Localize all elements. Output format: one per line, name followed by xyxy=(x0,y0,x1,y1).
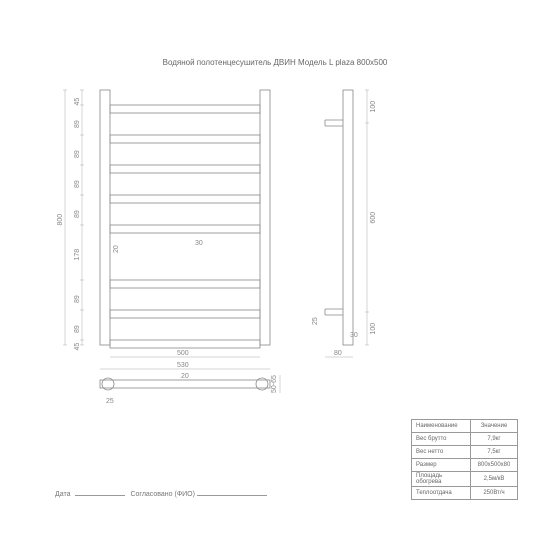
svg-text:89: 89 xyxy=(74,120,81,128)
table-header: Значение xyxy=(471,420,518,433)
svg-text:800: 800 xyxy=(57,214,64,226)
svg-text:30: 30 xyxy=(350,332,358,339)
svg-text:20: 20 xyxy=(181,373,189,380)
table-row: Размер800x500x80 xyxy=(412,459,518,472)
svg-text:45: 45 xyxy=(74,98,81,106)
svg-text:89: 89 xyxy=(74,150,81,158)
svg-text:25: 25 xyxy=(106,398,114,405)
table-row: Площадь обогрева2,5м/кВ xyxy=(412,472,518,487)
svg-text:25: 25 xyxy=(312,317,319,325)
svg-text:30: 30 xyxy=(195,240,203,247)
spec-table: НаименованиеЗначениеВес брутто7,9кгВес н… xyxy=(411,419,518,500)
svg-text:20: 20 xyxy=(113,245,120,253)
svg-text:600: 600 xyxy=(370,212,377,224)
table-header: Наименование xyxy=(412,420,471,433)
svg-text:89: 89 xyxy=(74,210,81,218)
svg-text:89: 89 xyxy=(74,295,81,303)
svg-text:50-65: 50-65 xyxy=(271,375,278,393)
svg-text:530: 530 xyxy=(177,362,189,369)
sign-label: Согласовано (ФИО) xyxy=(130,491,195,498)
svg-text:100: 100 xyxy=(370,323,377,335)
table-row: Вес брутто7,9кг xyxy=(412,433,518,446)
signature-footer: Дата Согласовано (ФИО) xyxy=(55,491,267,498)
svg-text:178: 178 xyxy=(74,249,81,261)
date-label: Дата xyxy=(55,491,71,498)
table-row: Теплоотдача250Вт/ч xyxy=(412,487,518,500)
svg-text:89: 89 xyxy=(74,180,81,188)
svg-text:89: 89 xyxy=(74,325,81,333)
table-row: Вес нетто7,5кг xyxy=(412,446,518,459)
svg-text:100: 100 xyxy=(370,101,377,113)
svg-text:500: 500 xyxy=(177,350,189,357)
svg-text:80: 80 xyxy=(334,350,342,357)
svg-text:45: 45 xyxy=(74,343,81,351)
